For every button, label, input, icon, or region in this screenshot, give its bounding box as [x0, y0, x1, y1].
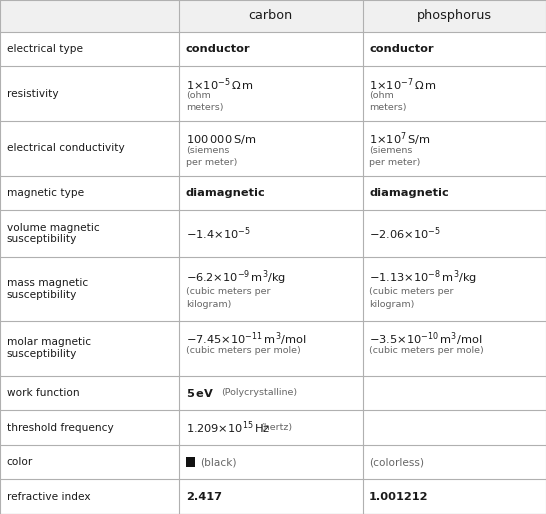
Text: $100\,000\,\mathrm{S/m}$: $100\,000\,\mathrm{S/m}$ [186, 133, 256, 145]
Text: diamagnetic: diamagnetic [186, 188, 265, 198]
Text: diamagnetic: diamagnetic [369, 188, 449, 198]
Text: conductor: conductor [186, 44, 250, 54]
Bar [0, 257, 546, 321]
Bar [0, 0, 546, 32]
Text: (black): (black) [200, 457, 236, 467]
Text: carbon: carbon [248, 9, 293, 23]
Text: electrical type: electrical type [7, 44, 82, 54]
Text: (Polycrystalline): (Polycrystalline) [221, 389, 297, 397]
Text: kilogram): kilogram) [186, 300, 231, 309]
Bar [186, 457, 195, 467]
Text: $-2.06{\times}10^{-5}$: $-2.06{\times}10^{-5}$ [369, 225, 441, 242]
Text: $-3.5{\times}10^{-10}\,\mathrm{m^3/mol}$: $-3.5{\times}10^{-10}\,\mathrm{m^3/mol}$ [369, 330, 483, 348]
Text: $\mathbf{5\,eV}$: $\mathbf{5\,eV}$ [186, 387, 214, 399]
Text: (cubic meters per mole): (cubic meters per mole) [186, 346, 300, 355]
Text: magnetic type: magnetic type [7, 188, 84, 198]
Text: (ohm: (ohm [186, 91, 210, 101]
Text: threshold frequency: threshold frequency [7, 423, 114, 432]
Text: volume magnetic
susceptibility: volume magnetic susceptibility [7, 223, 99, 244]
Text: $-7.45{\times}10^{-11}\,\mathrm{m^3/mol}$: $-7.45{\times}10^{-11}\,\mathrm{m^3/mol}… [186, 330, 306, 348]
Text: (siemens: (siemens [186, 146, 229, 155]
Text: $-6.2{\times}10^{-9}\,\mathrm{m^3/kg}$: $-6.2{\times}10^{-9}\,\mathrm{m^3/kg}$ [186, 269, 286, 287]
Bar [0, 321, 546, 376]
Bar [0, 66, 546, 121]
Text: kilogram): kilogram) [369, 300, 414, 309]
Text: $1{\times}10^{-7}\,\Omega\,\mathrm{m}$: $1{\times}10^{-7}\,\Omega\,\mathrm{m}$ [369, 76, 437, 93]
Bar [0, 121, 546, 176]
Text: meters): meters) [369, 103, 407, 112]
Text: 1.001212: 1.001212 [369, 492, 429, 502]
Text: (cubic meters per: (cubic meters per [186, 287, 270, 296]
Text: (colorless): (colorless) [369, 457, 424, 467]
Text: conductor: conductor [369, 44, 434, 54]
Text: $1{\times}10^{7}\,\mathrm{S/m}$: $1{\times}10^{7}\,\mathrm{S/m}$ [369, 131, 431, 148]
Text: mass magnetic
susceptibility: mass magnetic susceptibility [7, 278, 88, 300]
Text: phosphorus: phosphorus [417, 9, 492, 23]
Text: (cubic meters per mole): (cubic meters per mole) [369, 346, 484, 355]
Bar [0, 210, 546, 257]
Text: meters): meters) [186, 103, 223, 112]
Text: $-1.4{\times}10^{-5}$: $-1.4{\times}10^{-5}$ [186, 225, 251, 242]
Bar [0, 410, 546, 445]
Text: work function: work function [7, 388, 79, 398]
Text: $1{\times}10^{-5}\,\Omega\,\mathrm{m}$: $1{\times}10^{-5}\,\Omega\,\mathrm{m}$ [186, 76, 253, 93]
Text: (ohm: (ohm [369, 91, 394, 101]
Text: $-1.13{\times}10^{-8}\,\mathrm{m^3/kg}$: $-1.13{\times}10^{-8}\,\mathrm{m^3/kg}$ [369, 269, 477, 287]
Text: electrical conductivity: electrical conductivity [7, 143, 124, 154]
Bar [0, 445, 546, 480]
Bar [0, 176, 546, 210]
Text: 2.417: 2.417 [186, 492, 222, 502]
Bar [0, 32, 546, 66]
Text: per meter): per meter) [186, 158, 237, 167]
Text: (hertz): (hertz) [260, 423, 293, 432]
Text: refractive index: refractive index [7, 492, 90, 502]
Text: molar magnetic
susceptibility: molar magnetic susceptibility [7, 338, 91, 359]
Text: resistivity: resistivity [7, 89, 58, 99]
Bar [0, 376, 546, 410]
Text: (siemens: (siemens [369, 146, 412, 155]
Text: color: color [7, 457, 33, 467]
Bar [0, 480, 546, 514]
Text: per meter): per meter) [369, 158, 420, 167]
Text: $1.209{\times}10^{15}\,\mathrm{Hz}$: $1.209{\times}10^{15}\,\mathrm{Hz}$ [186, 419, 270, 436]
Text: (cubic meters per: (cubic meters per [369, 287, 454, 296]
